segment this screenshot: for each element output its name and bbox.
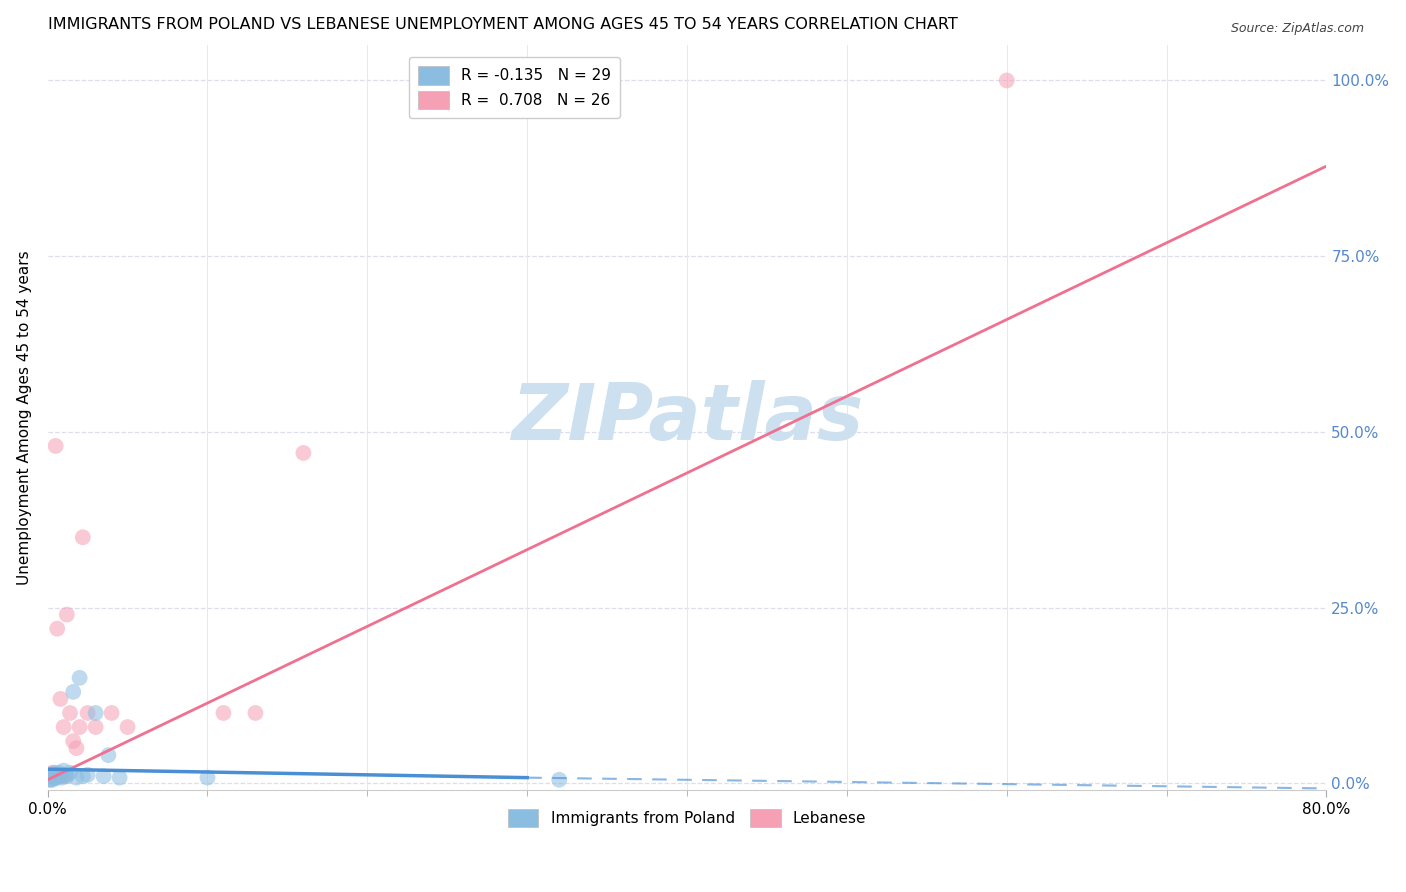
Point <box>84 720 107 734</box>
Point <box>97 748 120 763</box>
Point <box>65 741 87 756</box>
Point <box>93 769 115 783</box>
Point <box>45 768 67 782</box>
Point <box>53 768 76 782</box>
Point <box>212 706 235 720</box>
Point <box>69 671 91 685</box>
Point <box>72 530 94 544</box>
Point <box>62 685 84 699</box>
Point <box>38 769 60 783</box>
Point <box>39 769 62 783</box>
Text: ZIPatlas: ZIPatlas <box>510 380 863 456</box>
Point <box>52 764 75 778</box>
Point <box>548 772 571 787</box>
Point <box>42 769 65 783</box>
Point <box>48 769 70 783</box>
Point <box>69 720 91 734</box>
Point <box>59 706 82 720</box>
Point <box>49 768 72 782</box>
Point <box>72 769 94 783</box>
Point <box>39 771 62 785</box>
Point <box>51 771 73 785</box>
Point <box>42 771 65 785</box>
Point <box>84 706 107 720</box>
Point <box>46 622 69 636</box>
Point <box>48 765 70 780</box>
Point <box>117 720 139 734</box>
Point <box>52 720 75 734</box>
Text: IMMIGRANTS FROM POLAND VS LEBANESE UNEMPLOYMENT AMONG AGES 45 TO 54 YEARS CORREL: IMMIGRANTS FROM POLAND VS LEBANESE UNEMP… <box>48 17 957 32</box>
Point <box>42 765 65 780</box>
Point <box>197 771 219 785</box>
Point <box>56 607 79 622</box>
Point <box>45 771 67 785</box>
Point <box>62 734 84 748</box>
Point <box>59 765 82 780</box>
Point <box>38 772 60 787</box>
Point <box>56 769 79 783</box>
Point <box>292 446 315 460</box>
Point <box>49 692 72 706</box>
Point <box>245 706 267 720</box>
Point <box>995 73 1018 87</box>
Point <box>41 765 63 780</box>
Point <box>51 769 73 783</box>
Point <box>41 768 63 782</box>
Y-axis label: Unemployment Among Ages 45 to 54 years: Unemployment Among Ages 45 to 54 years <box>17 251 32 585</box>
Legend: Immigrants from Poland, Lebanese: Immigrants from Poland, Lebanese <box>501 801 875 835</box>
Point <box>39 772 62 787</box>
Text: Source: ZipAtlas.com: Source: ZipAtlas.com <box>1230 22 1364 36</box>
Point <box>108 771 131 785</box>
Point <box>45 439 67 453</box>
Point <box>65 771 87 785</box>
Point <box>76 768 98 782</box>
Point <box>76 706 98 720</box>
Point <box>53 769 76 783</box>
Point <box>45 769 67 783</box>
Point <box>41 772 63 787</box>
Point <box>100 706 122 720</box>
Point <box>46 771 69 785</box>
Point <box>48 769 70 783</box>
